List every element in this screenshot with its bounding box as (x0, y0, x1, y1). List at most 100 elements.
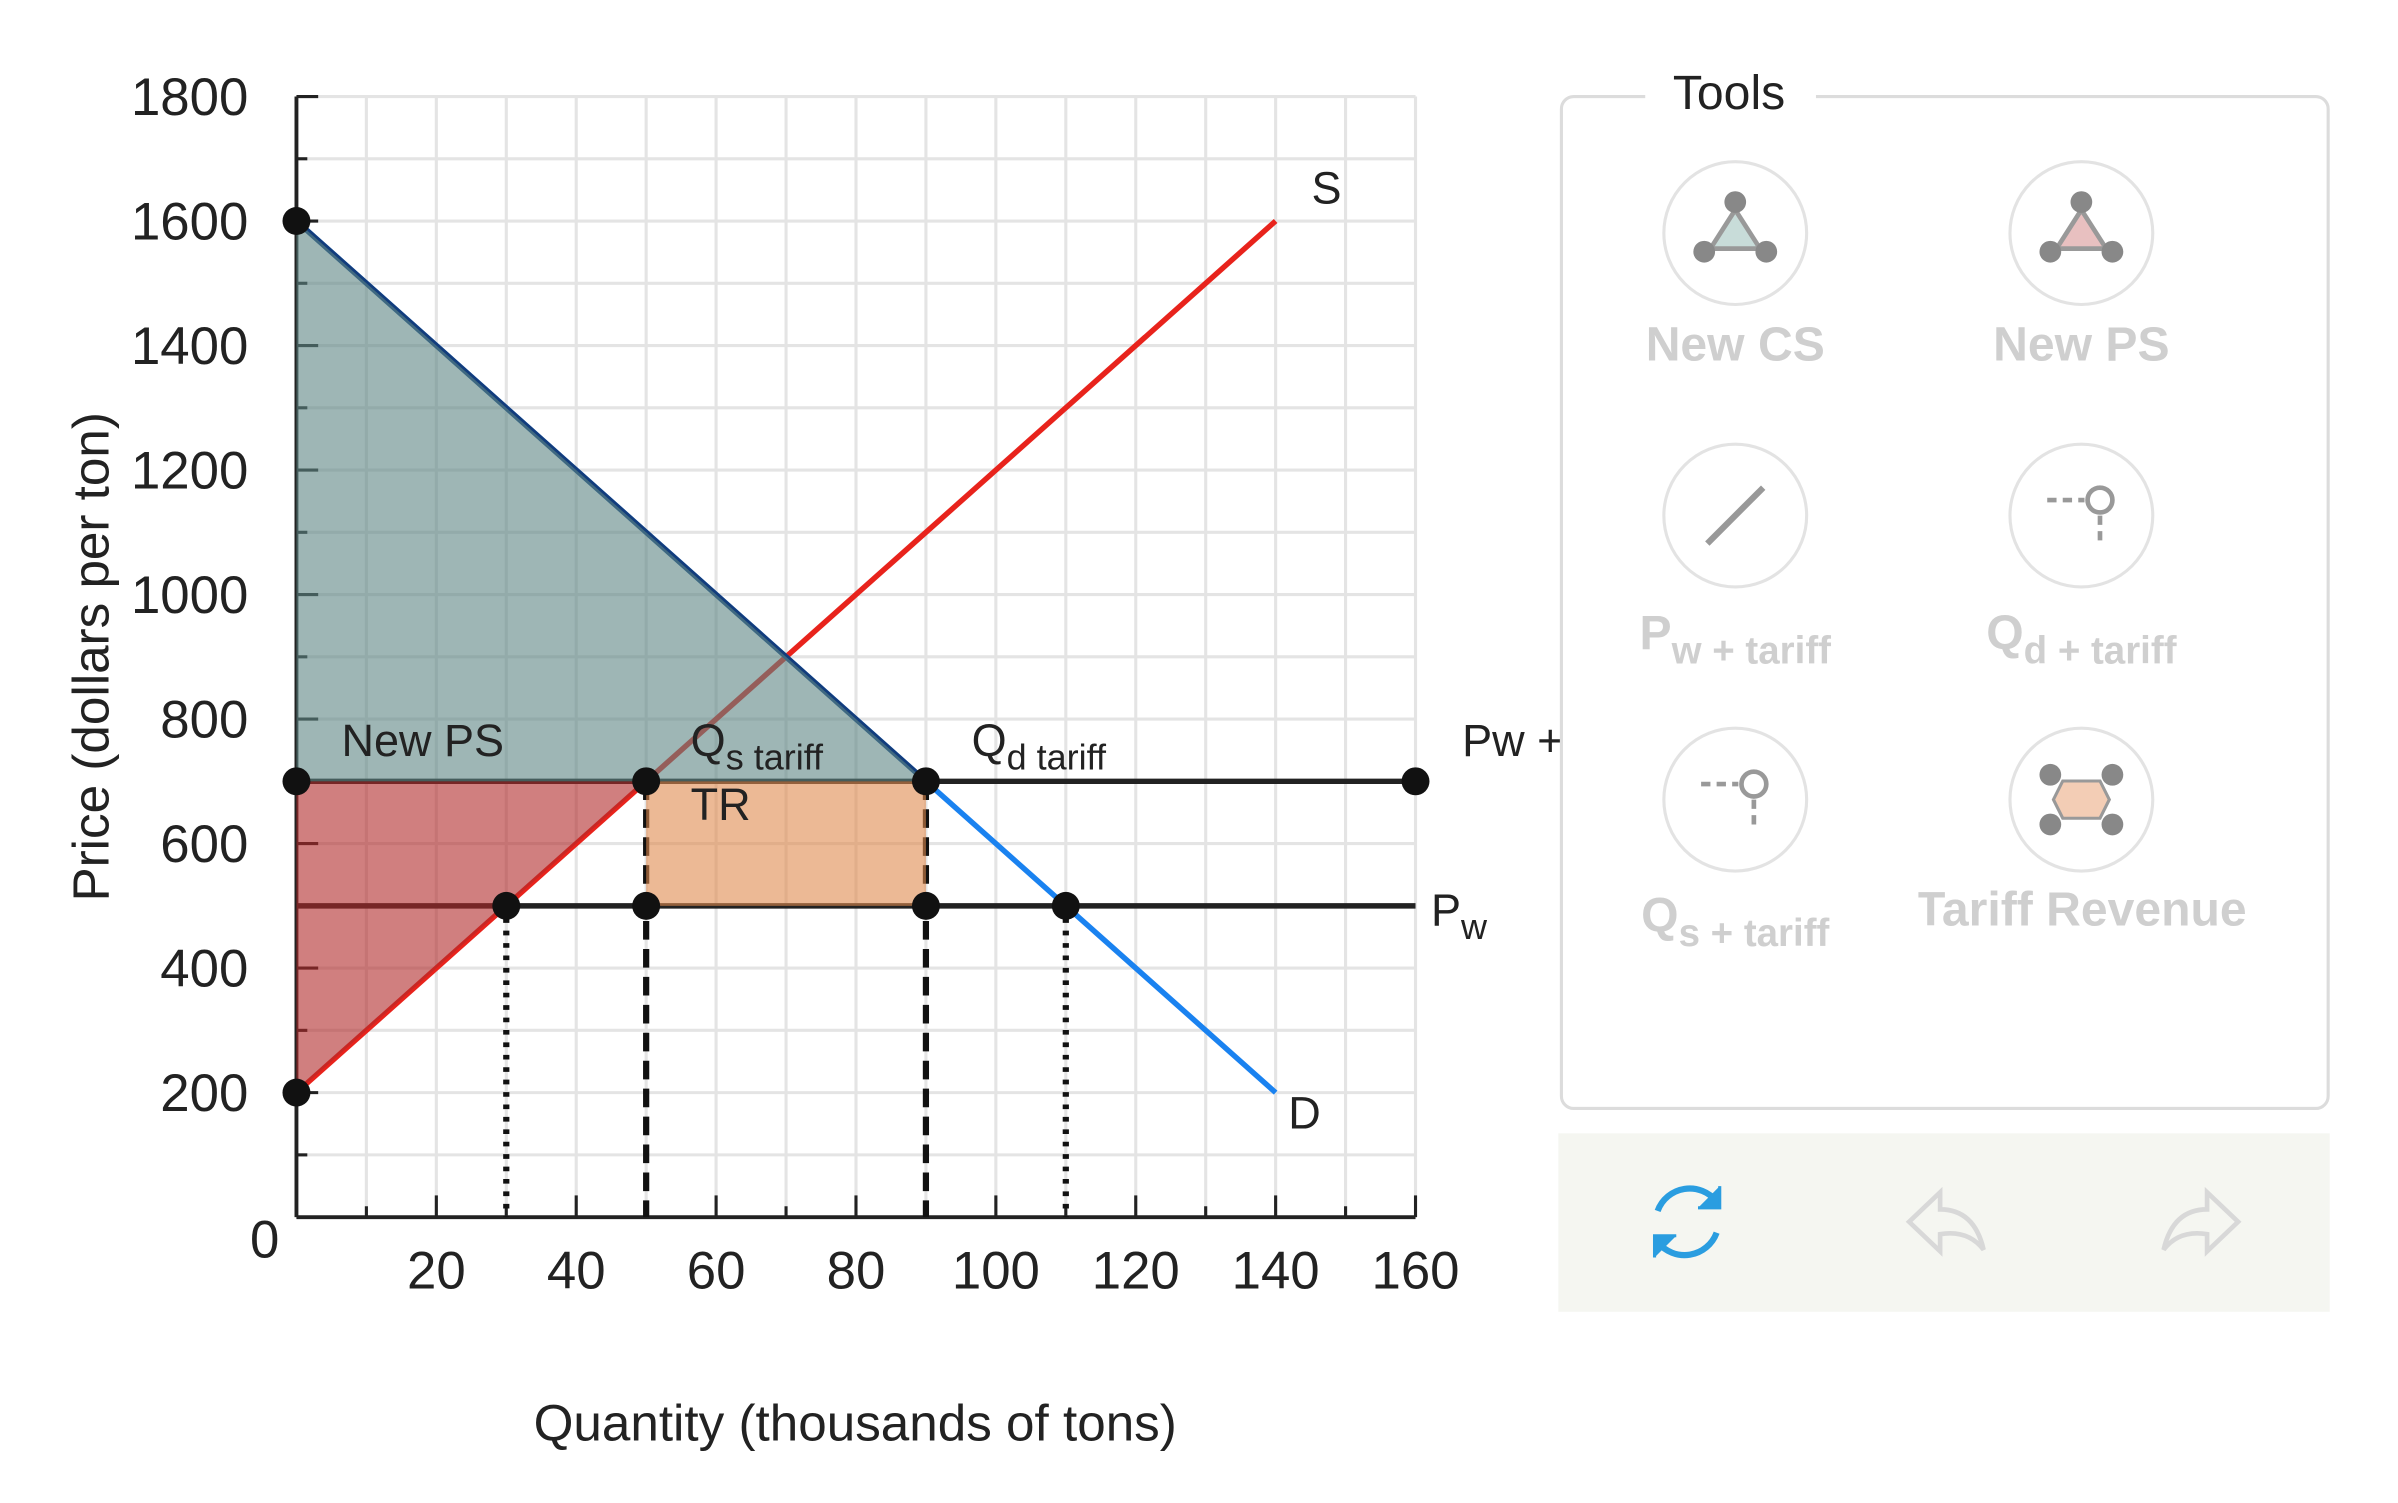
demand-upper (296, 218, 931, 782)
point (282, 767, 311, 796)
x-tick-label: 40 (547, 1242, 606, 1301)
tool-icon (1705, 485, 1766, 546)
tool-button[interactable]: New CS (1646, 160, 1825, 372)
icon-part (2039, 813, 2062, 836)
tool-icon (2039, 191, 2124, 263)
y-tick-label: 1200 (131, 442, 248, 501)
y-tick-label: 600 (160, 815, 248, 874)
annotation-main: Q (691, 715, 726, 766)
point (1401, 767, 1430, 796)
icon-part (2101, 813, 2124, 836)
x-tick-label: 120 (1092, 1242, 1180, 1301)
x-axis-title: Quantity (thousands of tons) (534, 1395, 1177, 1452)
tool-label: New CS (1646, 317, 1825, 371)
point (282, 207, 311, 235)
y-tick-label: 1800 (131, 68, 248, 127)
icon-part (2052, 205, 2111, 251)
tool-label: Pw + tariff (1640, 606, 1832, 672)
y-tick-label: 400 (160, 940, 248, 999)
tool-label-sub: d + tariff (2024, 629, 2177, 672)
surplus-area (646, 781, 926, 906)
icon-part (2070, 191, 2093, 213)
x-tick-label: 80 (827, 1242, 886, 1301)
surplus-area (296, 221, 926, 782)
y-tick-label: 800 (160, 691, 248, 750)
tool-label-main: Q (1986, 606, 2023, 660)
point (632, 767, 661, 796)
panel-title: Tools (1673, 66, 1785, 120)
point (1051, 891, 1080, 920)
tool-label-sub: s + tariff (1679, 912, 1830, 955)
tool-label-sub: w + tariff (1671, 629, 1831, 672)
y-tick-label: 1000 (131, 566, 248, 625)
undo-button[interactable] (1905, 1186, 1986, 1257)
tools-panel: Tools New CS New PS Pw + tariff Qd + tariff… (1558, 66, 2330, 1312)
icon-part (1701, 781, 1757, 831)
reset-button[interactable] (1652, 1185, 1722, 1259)
icon-part (1755, 240, 1778, 263)
icon-part (2101, 763, 2124, 786)
tool-label-main: Q (1641, 889, 1678, 943)
title-bg (1645, 70, 1816, 117)
y-axis-title: Price (dollars per ton) (63, 412, 120, 901)
x-tick-label: 160 (1371, 1242, 1459, 1301)
y-tick-label: 1600 (131, 193, 248, 252)
annotation-main: TR (691, 779, 751, 830)
y-tick-label: 200 (160, 1064, 248, 1123)
x-tick-label: 140 (1232, 1242, 1320, 1301)
icon-part (2051, 779, 2112, 820)
x-tick-label: 60 (687, 1242, 746, 1301)
annotation: Qd tariff (972, 715, 1107, 778)
tool-label: New PS (1993, 317, 2169, 371)
icon-part (2047, 497, 2103, 547)
toolbar (1558, 1133, 2330, 1312)
icon-part (1693, 240, 1716, 263)
annotation: TR (691, 779, 751, 830)
point (911, 891, 940, 920)
tool-label-main: P (1640, 606, 1672, 660)
series-label-sub: w (1460, 906, 1488, 947)
tool-button[interactable]: Qs + tariff (1641, 726, 1830, 955)
icon-part (2039, 763, 2062, 786)
x-tick-label: 20 (407, 1242, 466, 1301)
annotation: Qs tariff (691, 715, 824, 778)
point (911, 767, 940, 796)
icon-part (1739, 769, 1769, 799)
icon-part (1724, 191, 1747, 213)
tool-label-main: New PS (1993, 317, 2169, 371)
tool-icon (1701, 769, 1769, 831)
annotation: New PS (341, 715, 504, 766)
y-tick-label: 0 (250, 1210, 279, 1269)
annotation-sub: d tariff (1007, 737, 1107, 778)
tool-icon-bg (2008, 442, 2155, 589)
tool-button[interactable]: Qd + tariff (1986, 442, 2177, 672)
tool-icon (2039, 763, 2124, 836)
point (632, 891, 661, 920)
tool-icon (1693, 191, 1778, 263)
tool-button[interactable]: New PS (1993, 160, 2170, 372)
tool-button[interactable]: Tariff Revenue (1916, 726, 2247, 936)
icon-part (1706, 205, 1765, 251)
series-label: D (1288, 1088, 1321, 1139)
point (492, 891, 521, 920)
tool-button[interactable]: Pw + tariff (1640, 442, 1832, 672)
tool-icon-bg (1662, 726, 1809, 873)
x-tick-label: 100 (952, 1242, 1040, 1301)
series-label: S (1312, 163, 1342, 214)
annotation-main: New PS (341, 715, 504, 766)
annotation-sub: s tariff (726, 737, 824, 778)
tool-icon (2047, 485, 2115, 547)
icon-part (1705, 485, 1766, 546)
y-tick-label: 1400 (131, 317, 248, 376)
chart: 20 40 60 80 100 120 140 16002004006008001000120… (63, 68, 1589, 1451)
icon-part (2039, 240, 2062, 263)
annotation-main: Q (972, 715, 1007, 766)
redo-button[interactable] (2161, 1186, 2242, 1257)
tool-label-main: New CS (1646, 317, 1825, 371)
tool-label-main: Tariff Revenue (1916, 882, 2247, 936)
tool-label: Tariff Revenue (1916, 882, 2247, 936)
point (282, 1078, 311, 1107)
icon-part (2101, 240, 2124, 263)
series-label-main: P (1431, 884, 1461, 935)
